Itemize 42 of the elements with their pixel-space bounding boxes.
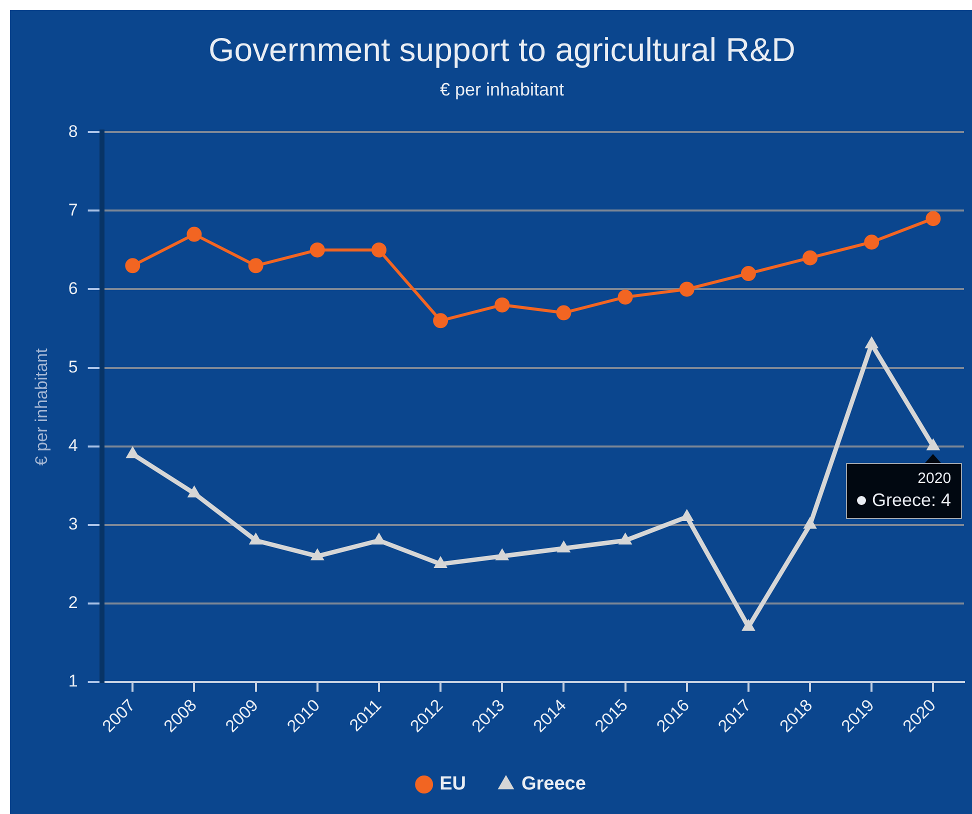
point xyxy=(679,282,694,297)
y-axis-title: € per inhabitant xyxy=(32,348,51,466)
point xyxy=(556,305,572,320)
point xyxy=(310,242,325,258)
point xyxy=(310,548,324,560)
point xyxy=(494,297,510,312)
y-tick-label: 5 xyxy=(68,357,78,376)
point xyxy=(557,540,570,552)
point xyxy=(864,234,880,250)
annotation: Greece: 4 xyxy=(872,490,952,510)
point xyxy=(865,336,878,348)
y-tick-label: 1 xyxy=(68,672,78,691)
y-tick-label: 8 xyxy=(68,122,78,141)
point xyxy=(803,517,817,529)
point xyxy=(433,313,448,328)
point xyxy=(926,211,941,226)
point xyxy=(125,258,140,274)
y-tick-label: 4 xyxy=(68,436,78,455)
y-tick-label: 3 xyxy=(68,514,78,534)
point xyxy=(434,556,448,568)
point xyxy=(618,533,632,544)
chart-title: Government support to agricultural R&D xyxy=(208,30,796,68)
point xyxy=(926,438,940,450)
y-tick-label: 7 xyxy=(68,200,78,220)
point xyxy=(371,242,386,258)
y-tick-label: 6 xyxy=(68,278,78,298)
point xyxy=(618,290,633,305)
chart-subtitle: € per inhabitant xyxy=(440,79,564,100)
legend-label: Greece xyxy=(521,774,586,795)
y-tick-label: 2 xyxy=(68,593,78,612)
point xyxy=(248,258,264,274)
point xyxy=(188,486,201,498)
point xyxy=(126,446,140,458)
point xyxy=(496,548,509,560)
point xyxy=(742,619,756,631)
point xyxy=(186,226,202,242)
point xyxy=(740,266,756,282)
tooltip: 2020 Greece: 4 xyxy=(846,454,962,520)
annotation: 2020 xyxy=(918,470,952,488)
point xyxy=(802,250,818,266)
legend-label: EU xyxy=(440,774,466,795)
point xyxy=(249,533,262,544)
